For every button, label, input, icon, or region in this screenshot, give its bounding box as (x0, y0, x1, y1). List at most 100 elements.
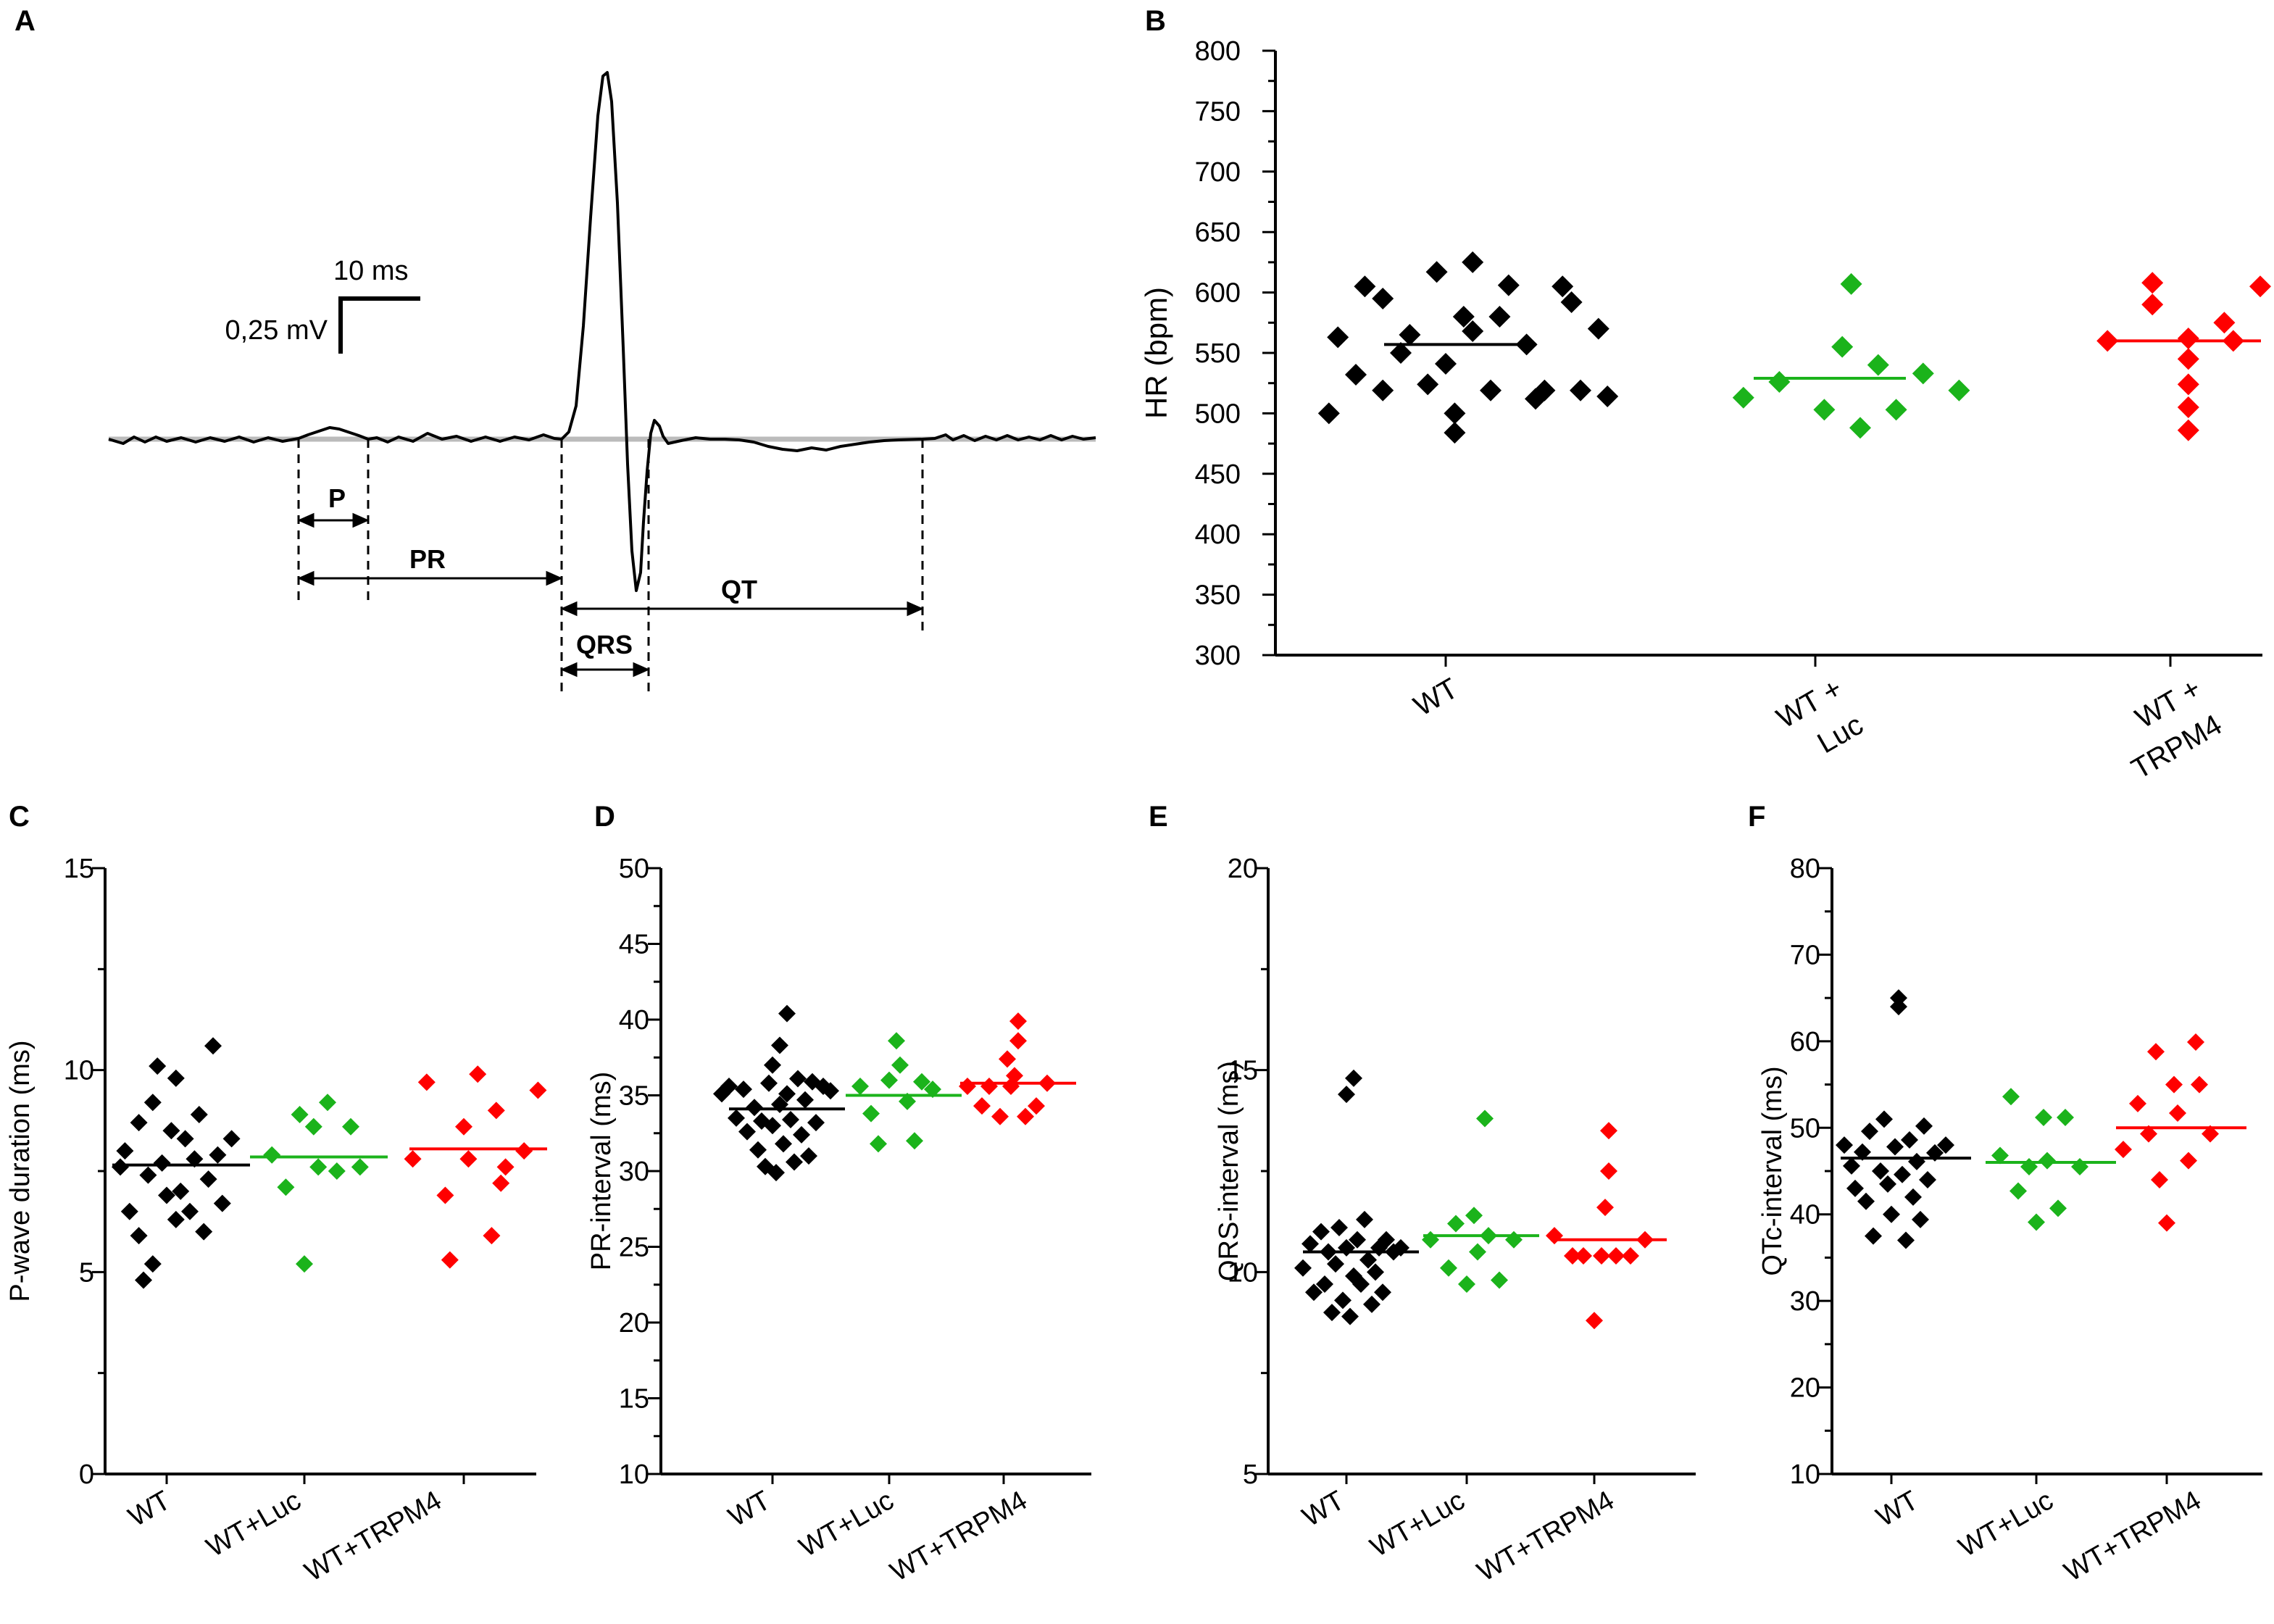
x-tick-label-line: WT+Luc (201, 1485, 306, 1563)
data-point (760, 1074, 778, 1092)
data-point (991, 1107, 1009, 1125)
data-point (2158, 1214, 2175, 1232)
y-tick-label: 500 (1195, 399, 1241, 429)
data-point (2035, 1108, 2052, 1126)
data-point (2169, 1104, 2186, 1122)
data-point (1028, 1097, 1045, 1115)
data-point (793, 1125, 810, 1144)
y-tick-label: 70 (1790, 940, 1820, 970)
y-tick-label: 80 (1790, 854, 1820, 884)
y-tick-label: 35 (619, 1081, 649, 1112)
data-point (1305, 1283, 1323, 1302)
data-point (1372, 379, 1394, 401)
series-wt (713, 1004, 845, 1182)
x-tick-label: WT+Luc (1365, 1485, 1470, 1563)
y-tick-label: 10 (619, 1459, 649, 1490)
data-point (342, 1117, 359, 1136)
y-tick-label: 45 (619, 930, 649, 960)
data-point (980, 1077, 998, 1095)
data-point (190, 1105, 208, 1123)
data-point (1349, 1231, 1366, 1249)
data-point (2141, 272, 2164, 294)
x-tick-label: WT (1871, 1485, 1923, 1533)
data-point (1533, 379, 1556, 401)
data-point (2177, 373, 2199, 396)
scale-time-label: 10 ms (333, 256, 408, 286)
data-point (775, 1135, 792, 1153)
data-point (1901, 1131, 1918, 1149)
data-point (1323, 1304, 1341, 1322)
data-point (2129, 1094, 2146, 1112)
p-arrowhead-right (352, 512, 370, 528)
data-point (746, 1099, 763, 1117)
y-tick-label: 350 (1195, 580, 1241, 611)
data-point (1497, 274, 1520, 296)
data-point (213, 1194, 231, 1212)
data-point (2222, 330, 2244, 352)
data-point (496, 1158, 515, 1176)
y-axis-label: P-wave duration (ms) (5, 1040, 36, 1302)
data-point (1491, 1271, 1508, 1289)
data-point (309, 1158, 328, 1176)
data-point (913, 1073, 930, 1091)
series-luc (1986, 1088, 2116, 1231)
data-point (351, 1158, 369, 1176)
data-point (116, 1142, 134, 1160)
y-tick-label: 20 (1228, 854, 1258, 884)
data-point (1607, 1247, 1625, 1265)
data-point (1622, 1247, 1639, 1265)
data-point (1908, 1152, 1925, 1170)
data-point (1636, 1231, 1654, 1249)
data-point (1352, 1275, 1370, 1294)
data-point (404, 1150, 422, 1168)
data-point (1320, 1243, 1337, 1261)
data-point (1586, 1312, 1603, 1330)
data-point (277, 1178, 295, 1196)
data-point (1372, 287, 1394, 309)
x-tick-label-line: WT+Luc (1954, 1485, 2058, 1563)
data-point (2191, 1075, 2208, 1094)
data-point (2213, 312, 2236, 334)
data-point (2177, 348, 2199, 370)
x-tick-label: WT+Luc (201, 1485, 306, 1563)
data-point (1897, 1231, 1915, 1249)
panel-label-a: A (14, 5, 36, 37)
data-point (2020, 1158, 2038, 1176)
data-point (1732, 386, 1754, 409)
data-point (1948, 379, 1970, 401)
data-point (1356, 1210, 1373, 1228)
data-point (1890, 989, 1907, 1007)
x-tick-label: WT+TRPM4 (886, 1485, 1033, 1587)
data-point (862, 1104, 880, 1123)
scale-voltage-label: 0,25 mV (225, 315, 328, 346)
data-point (2202, 1125, 2219, 1143)
data-point (1465, 1207, 1483, 1225)
data-point (162, 1122, 180, 1140)
data-point (1480, 379, 1502, 401)
data-point (1354, 275, 1376, 298)
data-point (1392, 1238, 1409, 1257)
data-point (1904, 1188, 1922, 1206)
plot-area: 300 350 400 450 500 550 600 650 700 750 800 WT WT +L… (1195, 36, 2271, 786)
y-tick-label: 750 (1195, 96, 1241, 127)
data-point (1575, 1247, 1592, 1265)
data-point (1552, 275, 1574, 298)
data-point (786, 1153, 803, 1171)
data-point (1894, 1165, 1911, 1183)
data-point (1038, 1074, 1056, 1092)
data-point (1417, 373, 1439, 396)
data-point (1912, 362, 1934, 385)
data-point (487, 1102, 505, 1120)
data-point (1330, 1219, 1348, 1237)
series-wt (112, 1037, 250, 1289)
data-point (2151, 1170, 2168, 1188)
data-point (1861, 1123, 1878, 1141)
data-point (1570, 379, 1591, 401)
data-point (764, 1117, 781, 1135)
data-point (771, 1096, 788, 1114)
data-point (1338, 1086, 1355, 1104)
data-point (1885, 399, 1907, 421)
data-point (1867, 354, 1889, 376)
